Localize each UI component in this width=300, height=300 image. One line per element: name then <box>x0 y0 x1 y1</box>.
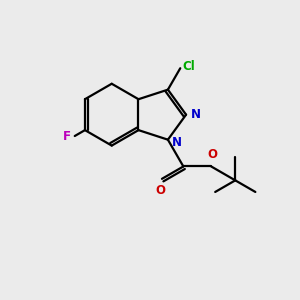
Text: O: O <box>155 184 166 197</box>
Text: Cl: Cl <box>183 60 195 73</box>
Text: F: F <box>63 130 71 142</box>
Text: O: O <box>208 148 218 161</box>
Text: N: N <box>171 136 182 149</box>
Text: N: N <box>191 108 201 121</box>
